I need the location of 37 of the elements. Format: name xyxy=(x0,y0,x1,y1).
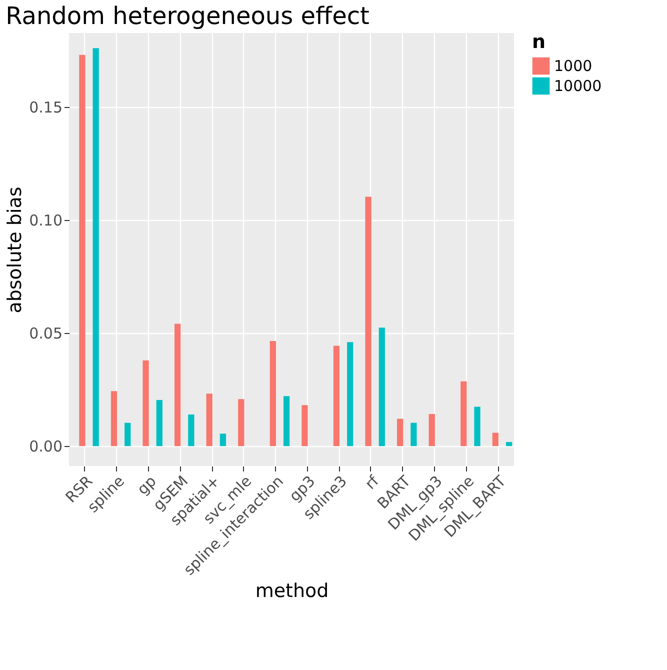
legend-title: n xyxy=(532,31,546,53)
bar xyxy=(206,394,212,446)
bar xyxy=(92,48,99,446)
x-tick-label: gp xyxy=(134,472,160,498)
bar xyxy=(188,414,194,446)
bar xyxy=(124,422,131,446)
y-axis-title: absolute bias xyxy=(4,186,26,314)
bar xyxy=(428,414,435,446)
bar xyxy=(283,396,290,446)
legend-label: 1000 xyxy=(554,57,592,75)
bar xyxy=(142,360,149,446)
bar xyxy=(333,346,340,446)
bar xyxy=(110,391,118,446)
bar xyxy=(79,54,86,446)
y-tick-label: 0.00 xyxy=(29,438,62,456)
bar xyxy=(365,196,372,446)
bar xyxy=(174,324,181,446)
bar xyxy=(238,399,244,446)
bar xyxy=(410,422,417,446)
bar xyxy=(220,434,226,446)
bar xyxy=(347,342,354,446)
bar xyxy=(492,432,498,446)
bar xyxy=(270,340,276,446)
y-tick-label: 0.15 xyxy=(29,98,62,116)
x-tick-label: rf xyxy=(361,472,383,493)
x-axis-title: method xyxy=(255,580,329,602)
bar xyxy=(156,400,162,446)
bar xyxy=(506,442,512,446)
bar xyxy=(302,405,308,446)
legend-label: 10000 xyxy=(554,77,602,95)
bar xyxy=(474,406,480,446)
chart-title: Random heterogeneous effect xyxy=(6,2,370,30)
bar xyxy=(396,418,404,446)
y-tick-label: 0.05 xyxy=(29,324,62,343)
bar xyxy=(460,381,467,446)
y-tick-label: 0.10 xyxy=(29,211,62,230)
bar xyxy=(378,328,385,446)
